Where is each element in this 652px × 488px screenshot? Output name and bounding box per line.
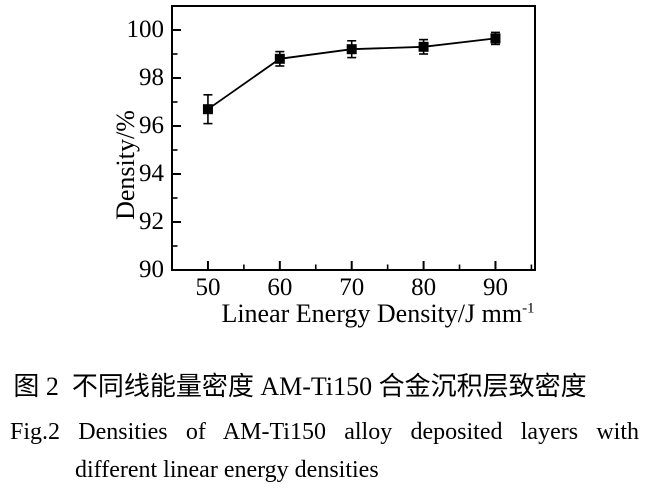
caption-chinese: 图 2 不同线能量密度 AM-Ti150 合金沉积层致密度	[13, 372, 587, 401]
x-tick-label: 70	[339, 274, 365, 301]
data-point-marker	[274, 53, 285, 64]
x-tick-label: 50	[195, 274, 221, 301]
plot-area	[171, 5, 536, 271]
data-point-marker	[346, 44, 357, 55]
y-tick-label: 98	[139, 64, 164, 91]
x-axis-title-text: Linear Energy Density/J mm	[221, 299, 523, 328]
y-tick-label: 96	[139, 112, 164, 139]
data-point-marker	[490, 33, 501, 44]
caption-english-line1: Fig.2 Densities of AM-Ti150 alloy deposi…	[10, 419, 639, 445]
y-tick-label: 90	[139, 256, 164, 283]
x-tick-label: 80	[411, 274, 437, 301]
x-axis-title: Linear Energy Density/J mm-1	[192, 299, 564, 329]
axes-frame	[171, 5, 536, 271]
caption-english-line2: different linear energy densities	[75, 457, 379, 483]
caption-english: Fig.2 Densities of AM-Ti150 alloy deposi…	[10, 413, 639, 488]
y-axis-title: Density/%	[111, 110, 140, 220]
y-tick-label: 94	[139, 160, 164, 187]
y-tick-label: 100	[126, 16, 165, 43]
data-point-marker	[418, 41, 429, 52]
x-tick-label: 60	[267, 274, 293, 301]
data-point-marker	[202, 104, 213, 115]
x-axis-title-superscript: -1	[522, 300, 535, 317]
x-tick-label: 90	[482, 274, 508, 301]
y-tick-label: 92	[139, 208, 164, 235]
